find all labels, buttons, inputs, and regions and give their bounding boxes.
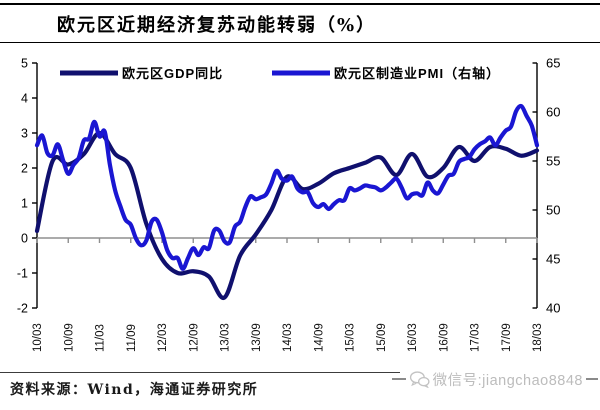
left-axis-tick-label: -2: [17, 302, 28, 316]
x-axis-tick-label: 15/03: [345, 323, 357, 352]
left-axis-tick-label: 1: [21, 197, 28, 211]
left-axis-tick-label: 5: [21, 57, 28, 71]
x-axis-tick-label: 13/03: [220, 323, 232, 352]
watermark-text: 微信号:jiangchao8848: [432, 372, 583, 389]
x-axis-tick-label: 10/09: [63, 323, 75, 352]
footer-divider: [0, 372, 400, 373]
chart-area: 5 4 3 2 1 0 -1 -2 65 60 55 50 45 40 10/03 10/09 11/03 11/…: [0, 43, 600, 368]
legend-label-gdp: 欧元区GDP同比: [122, 66, 223, 81]
x-axis-tick-label: 11/03: [95, 324, 107, 352]
chart-title: 欧元区近期经济复苏动能转弱（%）: [57, 15, 377, 36]
series-line-gdp: [34, 130, 540, 300]
right-axis-tick-label: 40: [546, 301, 560, 316]
x-axis-tick-label: 15/09: [376, 323, 388, 352]
left-axis-tick-label: -1: [17, 267, 28, 281]
right-axis-tick-label: 65: [546, 56, 560, 71]
x-axis-tick-label: 14/03: [282, 323, 294, 352]
x-axis-tick-label: 14/09: [313, 323, 325, 352]
x-axis-tick-label: 13/09: [251, 323, 263, 352]
x-axis-tick-label: 12/03: [157, 323, 169, 352]
legend: 欧元区GDP同比 欧元区制造业PMI（右轴）: [60, 66, 500, 81]
left-axis-tick-label: 3: [21, 127, 28, 141]
watermark-left-dash: [391, 378, 406, 380]
watermark-right-dash: [586, 378, 598, 380]
source-note: 资料来源：Wind，海通证券研究所: [10, 382, 259, 398]
left-axis-tick-label: 4: [21, 92, 28, 106]
top-divider: [0, 3, 600, 5]
wechat-icon: [409, 370, 430, 388]
left-axis-tick-label: 0: [21, 232, 28, 246]
right-axis-tick-label: 55: [546, 154, 560, 169]
x-axis-tick-label: 17/03: [470, 323, 482, 352]
x-axis-tick-label: 10/03: [32, 323, 44, 352]
line-chart: 5 4 3 2 1 0 -1 -2 65 60 55 50 45 40 10/03 10/09 11/03 11/…: [17, 56, 561, 353]
x-axis-tick-label: 17/09: [501, 323, 513, 352]
x-axis-tick-label: 11/09: [126, 324, 138, 352]
x-axis-tick-label: 16/09: [438, 323, 450, 352]
x-axis-tick-label: 18/03: [532, 323, 544, 352]
legend-label-pmi: 欧元区制造业PMI（右轴）: [334, 66, 500, 81]
right-axis-tick-label: 60: [546, 105, 560, 120]
x-axis-tick-label: 16/03: [407, 323, 419, 352]
axes: 5 4 3 2 1 0 -1 -2 65 60 55 50 45 40 10/03 10/09 11/03 11/…: [17, 56, 561, 353]
title-divider: [0, 42, 600, 43]
watermark: 微信号:jiangchao8848: [391, 368, 598, 390]
right-axis-tick-label: 45: [546, 252, 560, 267]
x-axis-tick-label: 12/09: [188, 323, 200, 352]
series-line-pmi: [34, 103, 540, 271]
series-group: [34, 103, 540, 300]
right-axis-tick-label: 50: [546, 203, 560, 218]
left-axis-tick-label: 2: [21, 162, 28, 176]
